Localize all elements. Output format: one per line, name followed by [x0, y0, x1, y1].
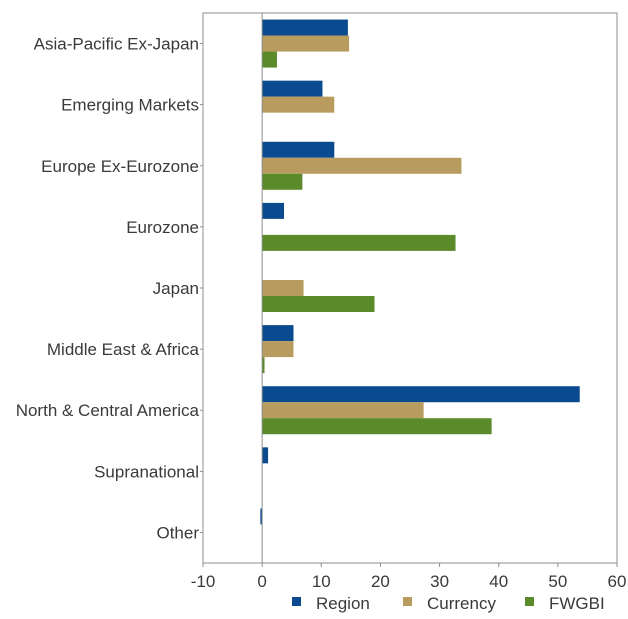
bar-region-north-and-central-america: [262, 386, 580, 403]
x-tick-label: 30: [430, 572, 449, 591]
legend-label-fwgbi: FWGBI: [549, 594, 605, 613]
bar-currency-middle-east-and-africa: [262, 341, 294, 358]
category-label-supranational: Supranational: [94, 462, 199, 481]
x-tick-label: -10: [191, 572, 216, 591]
x-tick-label: 40: [489, 572, 508, 591]
bar-currency-asia-pacific-ex-japan: [262, 35, 350, 52]
category-label-asia-pacific-ex-japan: Asia-Pacific Ex-Japan: [34, 35, 199, 54]
bar-fwgbi-asia-pacific-ex-japan: [262, 51, 277, 68]
category-label-north-and-central-america: North & Central America: [16, 401, 200, 420]
bar-fwgbi-north-and-central-america: [262, 418, 492, 435]
bar-region-eurozone: [262, 202, 285, 219]
x-tick-label: 0: [257, 572, 266, 591]
bar-currency-europe-ex-eurozone: [262, 157, 462, 174]
bar-region-europe-ex-eurozone: [262, 141, 335, 158]
bar-fwgbi-europe-ex-eurozone: [262, 173, 303, 190]
legend-swatch-region: [292, 597, 301, 606]
category-label-eurozone: Eurozone: [126, 218, 199, 237]
legend-swatch-fwgbi: [525, 597, 534, 606]
category-label-middle-east-and-africa: Middle East & Africa: [47, 340, 200, 359]
bar-fwgbi-middle-east-and-africa: [262, 357, 265, 374]
bars-layer: [260, 19, 580, 525]
x-axis-ticks: -10 0 10 20 30 40 50 60: [191, 563, 627, 591]
category-label-europe-ex-eurozone: Europe Ex-Eurozone: [41, 157, 199, 176]
x-tick-label: 60: [608, 572, 627, 591]
legend-label-currency: Currency: [427, 594, 496, 613]
bar-region-middle-east-and-africa: [262, 325, 294, 342]
bar-currency-north-and-central-america: [262, 402, 424, 419]
legend: Region Currency FWGBI: [292, 594, 605, 613]
category-label-emerging-markets: Emerging Markets: [61, 96, 199, 115]
bar-region-other: [260, 508, 263, 525]
bar-fwgbi-eurozone: [262, 234, 456, 251]
bar-region-emerging-markets: [262, 80, 323, 97]
category-labels: Asia-Pacific Ex-Japan Emerging Markets Eur…: [16, 35, 203, 542]
x-tick-label: 20: [371, 572, 390, 591]
x-tick-label: 50: [548, 572, 567, 591]
category-label-other: Other: [156, 523, 199, 542]
x-tick-label: 10: [312, 572, 331, 591]
bar-region-asia-pacific-ex-japan: [262, 19, 348, 36]
bar-currency-emerging-markets: [262, 96, 335, 113]
category-label-japan: Japan: [153, 279, 199, 298]
legend-label-region: Region: [316, 594, 370, 613]
bar-region-supranational: [262, 447, 269, 464]
bar-currency-japan: [262, 280, 304, 296]
bar-fwgbi-japan: [262, 296, 375, 312]
legend-swatch-currency: [403, 597, 412, 606]
